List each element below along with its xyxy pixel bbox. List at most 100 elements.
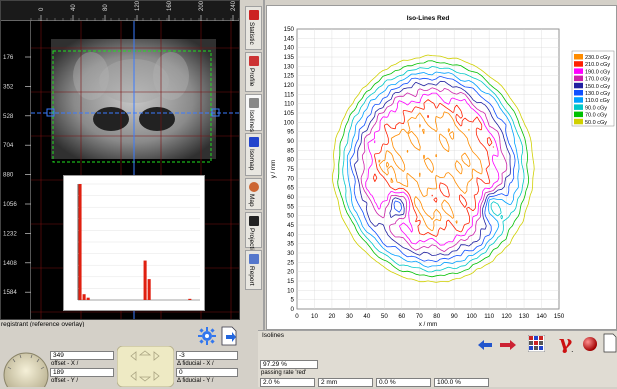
left-ruler-label: 1056	[3, 201, 17, 208]
isoline-210	[372, 99, 494, 237]
grid-icon[interactable]	[527, 334, 546, 353]
isoline-230	[378, 111, 483, 232]
param-3-field[interactable]: 0.0 %	[376, 378, 431, 387]
y-tick-label: 115	[284, 91, 294, 98]
param-1-field[interactable]: 2.0 %	[260, 378, 315, 387]
y-tick-label: 50	[287, 213, 294, 220]
legend-label: 150.0 cGy	[585, 84, 610, 90]
document-icon[interactable]	[603, 333, 617, 353]
x-tick-label: 0	[295, 313, 299, 320]
top-ruler-label: 0	[39, 7, 45, 11]
y-tick-label: 80	[287, 157, 294, 164]
tab-label: Isolines	[248, 110, 255, 133]
fiducial-x-field[interactable]: -3	[176, 351, 238, 360]
legend-label: 190.0 cGy	[585, 69, 610, 75]
isomap-icon	[249, 137, 259, 147]
y-tick-label: 35	[287, 241, 294, 248]
left-ruler-label: 880	[3, 172, 14, 179]
offset-y-label: offset - Y /	[51, 378, 79, 384]
red-sphere-icon[interactable]	[582, 336, 598, 352]
legend-swatch	[574, 68, 583, 74]
offset-y-field[interactable]: 189	[50, 368, 114, 377]
projection-icon	[249, 216, 259, 226]
legend-swatch	[574, 75, 583, 82]
y-tick-label: 135	[284, 54, 295, 61]
tab-label: Projection	[248, 228, 255, 257]
x-tick-label: 60	[398, 313, 405, 320]
y-tick-label: 105	[284, 110, 295, 117]
y-tick-label: 20	[287, 269, 294, 276]
tab-report[interactable]: Report	[245, 250, 262, 290]
tab-isolines[interactable]: Isolines	[245, 94, 262, 133]
passing-rate-label: passing rate 'red'	[261, 370, 307, 376]
legend-label: 70.0 cGy	[585, 113, 607, 119]
isoline-70	[337, 60, 529, 278]
y-tick-label: 40	[287, 231, 294, 238]
legend-swatch	[574, 54, 583, 60]
legend-label: 230.0 cGy	[585, 55, 610, 61]
x-tick-label: 70	[416, 313, 423, 320]
tabs-divider	[263, 0, 265, 330]
tab-isomap[interactable]: Isomap	[245, 133, 262, 176]
svg-text:.: .	[571, 345, 574, 354]
tab-label: Statistic	[248, 22, 255, 45]
export-document-icon[interactable]	[220, 326, 238, 346]
legend-label: 210.0 cGy	[585, 62, 610, 68]
settings-gear-icon[interactable]	[198, 327, 216, 345]
tab-profile[interactable]: Profile	[245, 52, 262, 92]
x-tick-label: 100	[467, 313, 478, 320]
fiducial-y-label: Δ fiducial - Y /	[177, 378, 214, 384]
y-tick-label: 95	[287, 129, 294, 136]
y-tick-label: 90	[287, 138, 294, 145]
direction-pad[interactable]	[116, 345, 175, 388]
x-tick-label: 40	[363, 313, 370, 320]
isoline-190	[365, 92, 500, 246]
hist-bar	[143, 260, 147, 300]
y-tick-label: 100	[284, 119, 295, 126]
y-tick-label: 0	[291, 306, 295, 313]
y-tick-label: 130	[284, 63, 295, 70]
x-tick-label: 110	[484, 313, 494, 320]
isoline-50	[332, 54, 535, 283]
legend-swatch	[574, 104, 583, 110]
legend-swatch	[574, 118, 583, 125]
y-tick-label: 75	[287, 166, 294, 173]
fiducial-y-field[interactable]: 0	[176, 368, 238, 377]
tab-map[interactable]: Map	[245, 178, 262, 210]
y-tick-label: 145	[284, 35, 295, 42]
param-2-field[interactable]: 2 mm	[318, 378, 373, 387]
offset-x-label: offset - X /	[51, 361, 79, 367]
hist-bar	[82, 294, 86, 300]
top-ruler-label: 40	[71, 4, 77, 11]
hist-bar	[78, 184, 82, 300]
left-ruler-label: 1760	[3, 319, 17, 320]
y-tick-label: 25	[287, 259, 294, 266]
x-tick-label: 20	[328, 313, 335, 320]
top-ruler-label: 80	[103, 4, 109, 11]
tab-label: Map	[248, 194, 255, 207]
hist-bar	[188, 298, 192, 300]
passing-rate-value: 97.29 %	[260, 360, 318, 369]
offset-x-field[interactable]: 349	[50, 351, 114, 360]
y-axis-label: y / mm	[270, 160, 277, 179]
fiducial-x-label: Δ fiducial - X /	[177, 361, 214, 367]
arrow-left-icon[interactable]	[478, 340, 492, 350]
param-4-field[interactable]: 100.0 %	[434, 378, 489, 387]
y-tick-label: 85	[287, 147, 294, 154]
legend-label: 130.0 cGy	[585, 91, 610, 97]
image-panel[interactable]: 0 40 80 120 160 200 240 176 352 528 704 880 1056 123…	[0, 0, 240, 320]
x-tick-label: 120	[501, 313, 512, 320]
y-tick-label: 70	[287, 175, 294, 182]
isoline-170	[360, 87, 508, 252]
legend-swatch	[574, 82, 583, 89]
top-ruler-label: 200	[199, 1, 205, 11]
gamma-icon[interactable]: γ.	[557, 330, 579, 354]
arrow-icon	[249, 10, 259, 20]
x-tick-label: 10	[311, 313, 318, 320]
isoline-130	[349, 76, 516, 263]
tab-statistic[interactable]: Statistic	[245, 6, 262, 50]
arrow-right-icon[interactable]	[500, 340, 516, 350]
isoline-110	[346, 71, 520, 268]
rotation-knob[interactable]	[2, 345, 50, 389]
tab-projection[interactable]: Projection	[245, 212, 262, 257]
